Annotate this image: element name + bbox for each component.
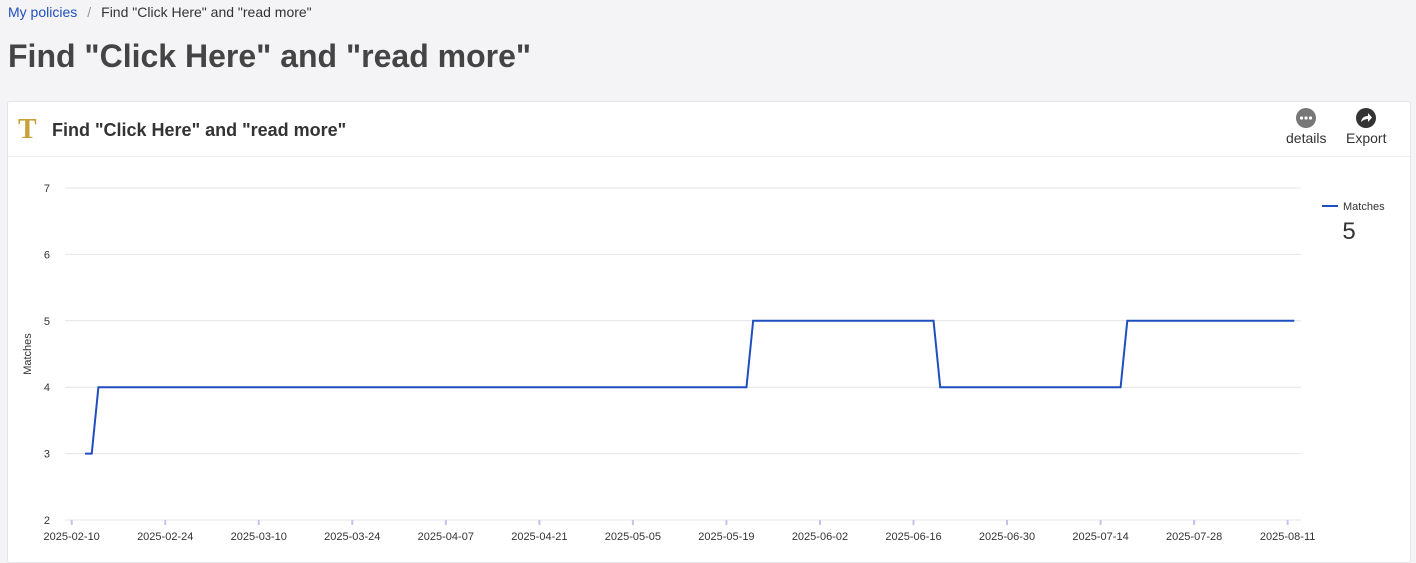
x-tick-label: 2025-04-07 — [418, 531, 474, 543]
y-axis-label: Matches — [22, 333, 34, 375]
page-title: Find "Click Here" and "read more" — [8, 38, 532, 74]
line — [85, 319, 1295, 455]
export-icon — [1356, 108, 1377, 128]
x-tick-label: 2025-03-10 — [231, 531, 287, 543]
details-icon — [1296, 108, 1317, 128]
x-tick-label: 2025-04-21 — [511, 531, 567, 543]
legend-value: 5 — [1342, 218, 1355, 245]
breadcrumb-current: Find "Click Here" and "read more" — [101, 4, 312, 20]
x-tick-label: 2025-06-30 — [979, 531, 1035, 543]
card-title: Find "Click Here" and "read more" — [52, 120, 347, 140]
x-tick-label: 2025-02-10 — [44, 531, 100, 543]
x-tick-label: 2025-07-28 — [1166, 531, 1222, 543]
card: T Find "Click Here" and "read more" deta… — [7, 101, 1411, 563]
y-tick-label: 3 — [44, 449, 50, 461]
y-tick-label: 2 — [44, 515, 50, 527]
y-tick-label: 7 — [44, 183, 50, 195]
button-label: Export — [1346, 130, 1387, 146]
export-button[interactable]: Export — [1346, 108, 1386, 146]
card-icon: T — [18, 114, 37, 145]
details-button[interactable]: details — [1286, 108, 1326, 146]
x-tick-label: 2025-02-24 — [137, 531, 193, 543]
x-tick-label: 2025-05-05 — [605, 531, 661, 543]
button-label: details — [1286, 130, 1327, 146]
x-tick-label: 2025-07-14 — [1072, 531, 1128, 543]
y-tick-label: 5 — [44, 316, 50, 328]
x-tick-label: 2025-08-11 — [1260, 531, 1315, 543]
x-tick-label: 2025-03-24 — [324, 531, 380, 543]
card-header: T Find "Click Here" and "read more" deta… — [8, 102, 1410, 157]
x-tick-label: 2025-05-19 — [698, 531, 754, 543]
x-tick-label: 2025-06-16 — [885, 531, 941, 543]
legend-label: Matches — [1343, 201, 1385, 213]
chart: 2 3 4 5 6 7 Matches 2025-02-10 2025-02-24 2025-03… — [22, 183, 1385, 543]
y-tick-label: 4 — [44, 382, 50, 394]
breadcrumb-link[interactable]: My policies — [8, 4, 78, 20]
breadcrumb-separator: / — [87, 4, 92, 20]
y-tick-label: 6 — [44, 249, 50, 261]
x-tick-label: 2025-06-02 — [792, 531, 848, 543]
breadcrumb: My policies / Find "Click Here" and "read … — [8, 4, 312, 20]
